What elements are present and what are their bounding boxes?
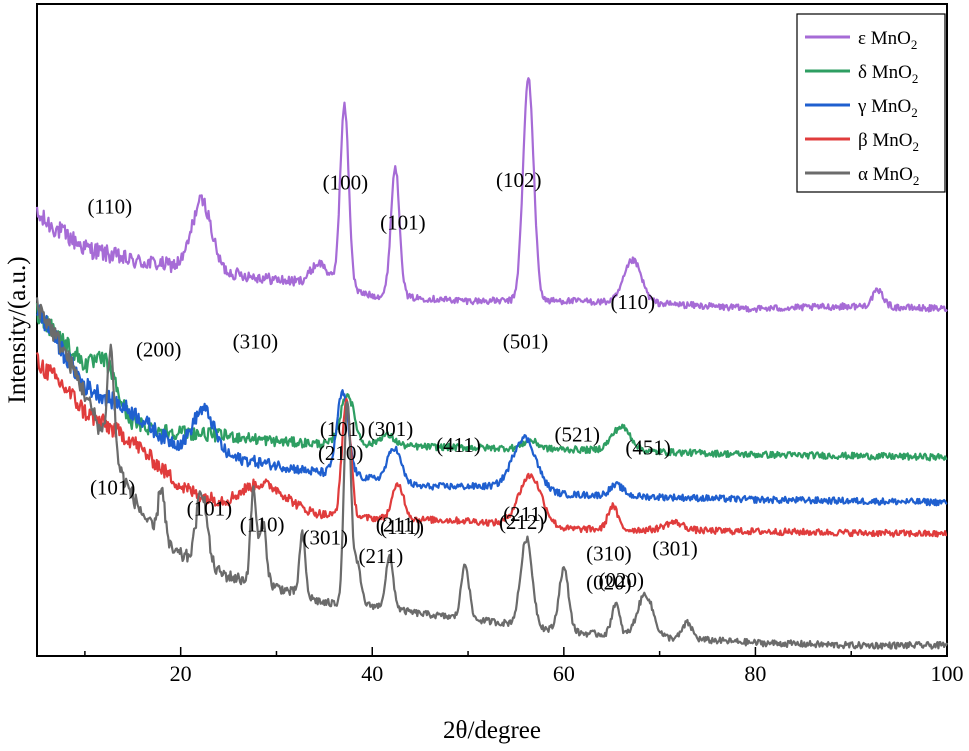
legend-label: δ MnO2 — [858, 62, 918, 86]
x-axis-title: 2θ/degree — [443, 717, 541, 744]
series-line-4 — [35, 352, 948, 538]
legend-label: α MnO2 — [858, 164, 919, 188]
x-tick-label: 80 — [744, 661, 766, 686]
legend-box — [796, 13, 946, 193]
peak-label: (110) — [240, 512, 285, 536]
series-line-1 — [35, 77, 948, 313]
peak-label: (501) — [503, 330, 549, 354]
peak-label: (211) — [359, 544, 404, 568]
peak-label: (301) — [652, 536, 698, 560]
series-line-5 — [35, 297, 949, 650]
peak-label: (101) — [380, 210, 426, 234]
x-tick-label: 40 — [361, 661, 383, 686]
x-axis-ticks: 20 40 60 80 100 — [84, 647, 964, 686]
legend-label: ε MnO2 — [858, 28, 917, 52]
peak-label: (101) — [320, 417, 366, 441]
peak-label: (101) — [187, 497, 233, 521]
x-tick-label: 100 — [931, 661, 964, 686]
peak-label: (301) — [303, 526, 349, 550]
peak-label: (301) — [368, 417, 414, 441]
peak-label: (020) — [586, 571, 632, 595]
legend: ε MnO2 δ MnO2 γ MnO2 β MnO2 α MnO2 — [796, 13, 946, 193]
legend-label: γ MnO2 — [857, 96, 918, 120]
peak-label-layer: (100)(101)(102)(110)(101)(301)(211)(020)… — [87, 168, 697, 595]
series-line-2 — [35, 302, 948, 462]
peak-label: (451) — [625, 436, 671, 460]
x-tick-label: 60 — [553, 661, 575, 686]
peak-label: (110) — [87, 194, 132, 218]
peak-label: (102) — [496, 168, 542, 192]
peak-label: (200) — [136, 338, 182, 362]
peak-label: (211) — [503, 502, 548, 526]
peak-label: (212) — [499, 510, 545, 534]
legend-label: β MnO2 — [858, 130, 919, 154]
x-tick-label: 20 — [170, 661, 192, 686]
peak-label: (211) — [376, 512, 421, 536]
peak-label: (310) — [586, 542, 632, 566]
peak-label: (020) — [599, 568, 645, 592]
peak-label: (110) — [610, 290, 655, 314]
series-line-3 — [36, 304, 948, 507]
peak-label: (101) — [90, 475, 136, 499]
series-layer — [35, 77, 949, 650]
plot-frame — [36, 3, 948, 657]
peak-label: (521) — [555, 422, 601, 446]
y-axis-title: Intensity/(a.u.) — [4, 256, 31, 403]
peak-label: (210) — [318, 441, 364, 465]
peak-label: (411) — [436, 433, 481, 457]
peak-label: (310) — [233, 330, 279, 354]
peak-label: (111) — [380, 515, 424, 539]
peak-label: (100) — [323, 171, 369, 195]
